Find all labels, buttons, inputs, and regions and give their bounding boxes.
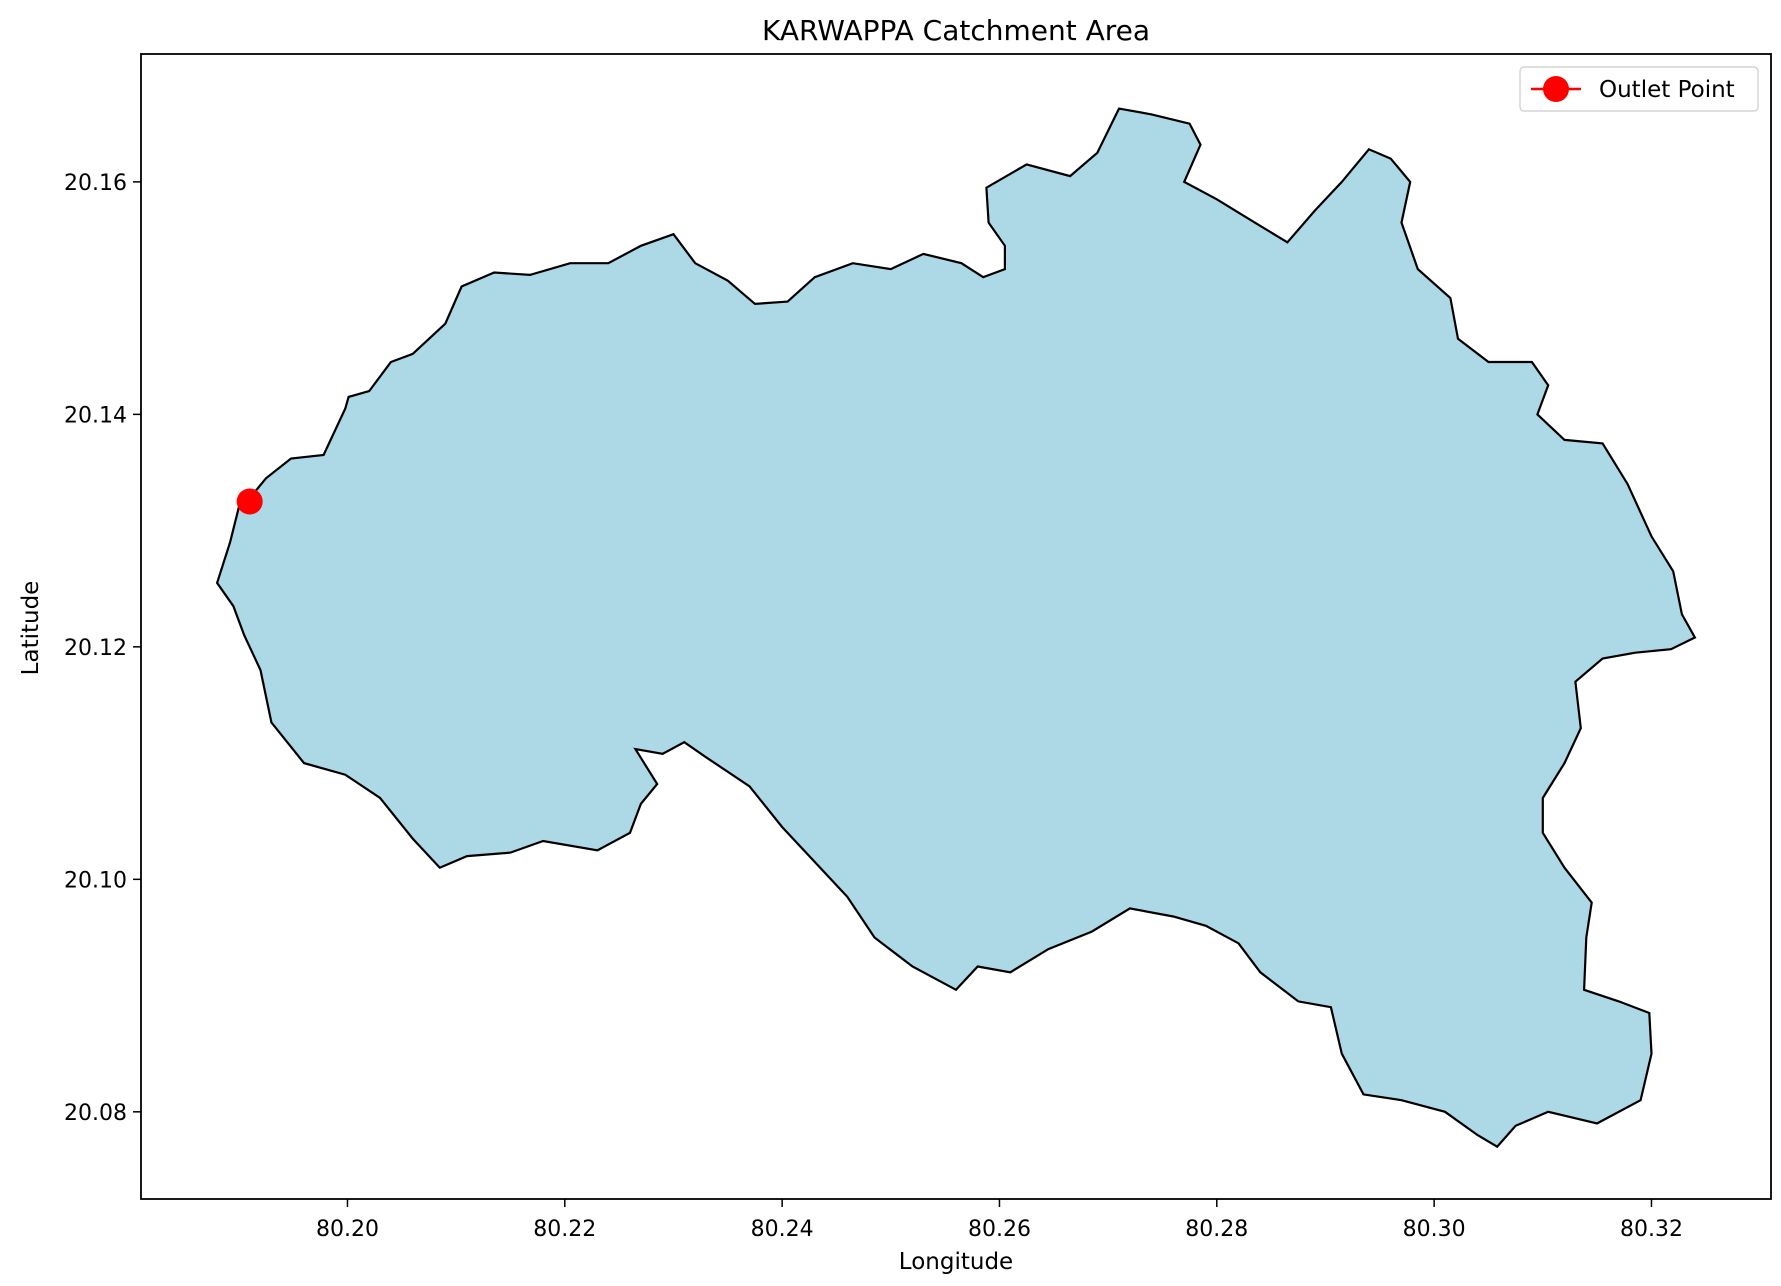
y-tick-label: 20.08: [64, 1101, 127, 1126]
y-tick-label: 20.16: [64, 171, 127, 196]
outlet-point-marker: [236, 488, 263, 515]
x-tick-label: 80.20: [316, 1217, 379, 1242]
y-axis-label: Latitude: [18, 581, 44, 676]
legend-marker: [1543, 76, 1569, 102]
x-tick-label: 80.32: [1620, 1217, 1683, 1242]
catchment-polygon: [215, 107, 1697, 1149]
legend-label-outlet-point: Outlet Point: [1599, 77, 1735, 103]
y-tick-label: 20.12: [64, 636, 127, 661]
y-tick-label: 20.14: [64, 403, 127, 428]
legend-box: [1519, 66, 1759, 112]
x-axis: 80.20 80.22 80.24 80.26 80.28 80.30 80.32: [316, 1199, 1683, 1242]
x-tick-label: 80.30: [1403, 1217, 1466, 1242]
plot-frame: [140, 53, 1772, 1200]
x-tick-label: 80.28: [1185, 1217, 1248, 1242]
x-tick-label: 80.24: [751, 1217, 814, 1242]
x-tick-label: 80.26: [968, 1217, 1031, 1242]
map-title: KARWAPPA Catchment Area: [762, 14, 1150, 47]
plot-area: [140, 53, 1772, 1200]
y-tick-label: 20.10: [64, 868, 127, 893]
x-axis-label: Longitude: [899, 1249, 1013, 1275]
legend: Outlet Point: [1519, 66, 1759, 112]
x-tick-label: 80.22: [533, 1217, 596, 1242]
y-axis: 20.08 20.10 20.12 20.14 20.16: [64, 171, 141, 1126]
